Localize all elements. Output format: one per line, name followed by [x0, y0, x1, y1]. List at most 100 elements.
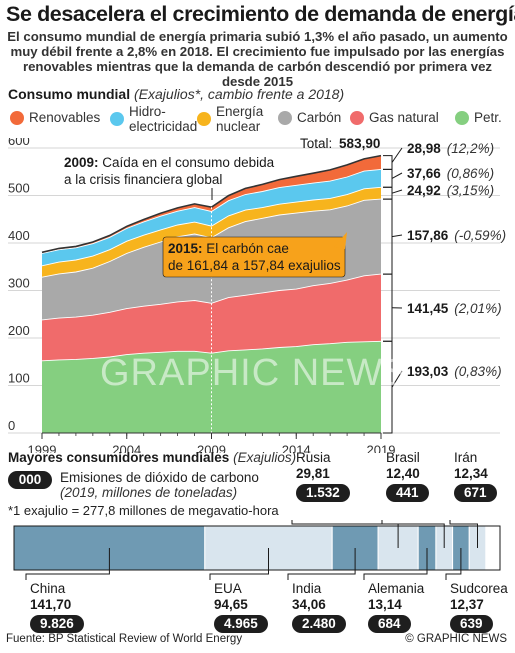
country-value: 141,70 [30, 597, 72, 612]
end-label-change: (0,83%) [454, 364, 501, 379]
area-petr- [42, 341, 381, 433]
exajoule-footnote: *1 exajulio = 277,8 millones de megavati… [8, 503, 279, 518]
bar-leader [449, 520, 478, 548]
area-gas-natural [42, 274, 381, 361]
end-label-change: (-0,59%) [454, 228, 506, 243]
page-title: Se desacelera el crecimiento de demanda … [6, 2, 515, 26]
annotation-2015-box [162, 236, 346, 278]
annotation-2009-text: Caída en el consumo debida [102, 155, 274, 170]
chart-axes: 0 100 200 300 400 500 600 1999 2004 2009 2014 2019 [8, 138, 395, 453]
y-tick-label: 600 [8, 138, 30, 148]
end-leader [391, 147, 403, 163]
consumers-heading: Mayores consumidores mundiales (Exajulio… [8, 450, 296, 465]
emissions-key-pill: 000 [8, 471, 52, 489]
consumption-title: Consumo mundial [8, 86, 131, 102]
area-hidro-electricidad [42, 169, 381, 266]
legend-item-gas: Gas natural [350, 110, 439, 125]
x-tick-label: 1999 [28, 443, 57, 453]
legend-label: Gas natural [369, 110, 439, 125]
consumers-units: (Exajulios) [233, 450, 297, 465]
legend-label: Renovables [29, 110, 101, 125]
country-emissions: 2.480 [292, 615, 346, 633]
country-brasil: Brasil 12,40 441 [386, 450, 429, 502]
consumption-units: (Exajulios*, cambio frente a 2018) [134, 86, 345, 102]
annotation-2009: 2009: Caída en el consumo debida [64, 155, 275, 170]
consumers-bar [13, 520, 501, 580]
legend-swatch [197, 112, 211, 126]
country-name: Alemania [368, 581, 425, 596]
chart-legend: Renovables Hidro-electricidad Energía nu… [10, 104, 510, 138]
end-bracket [383, 155, 393, 170]
country-name: Brasil [386, 450, 420, 465]
y-tick-label: 300 [8, 276, 30, 291]
country-india: India 34,06 2.480 [292, 581, 346, 633]
legend-swatch [455, 110, 469, 125]
country-value: 34,06 [292, 597, 326, 612]
end-label: 141,45 (2,01%) [407, 301, 502, 316]
end-leader [391, 189, 403, 194]
annotation-2015: 2015: El carbón cae [168, 241, 289, 256]
bar-leader [287, 548, 356, 580]
country-value: 29,81 [296, 466, 330, 481]
legend-label: Petr. [474, 110, 502, 125]
emissions-key-note: (2019, millones de toneladas) [60, 485, 238, 500]
total-value: 583,90 [339, 138, 380, 151]
page-subtitle: El consumo mundial de energía primaria s… [7, 29, 508, 89]
consumers-title: Mayores consumidores mundiales [8, 450, 230, 465]
total-label-text: Total: [300, 138, 332, 151]
end-leader [391, 370, 403, 388]
source-note: Fuente: BP Statistical Review of World E… [6, 633, 243, 645]
end-label: 24,92 (3,15%) [407, 183, 494, 198]
chart-end-labels: 28,98 (12,2%) 37,66 (0,86%) 24,92 (3,15%) 157,… [383, 141, 506, 434]
consumers-leaders [25, 520, 478, 580]
total-line [41, 154, 382, 254]
country-name: Irán [454, 450, 478, 465]
legend-label: Hidro-electricidad [129, 104, 198, 134]
legend-swatch [350, 110, 364, 125]
x-tick-label: 2019 [367, 443, 396, 453]
country-value: 12,37 [450, 597, 484, 612]
annotation-2015-text: El carbón cae [206, 241, 289, 256]
country-sudcorea: Sudcorea 12,37 639 [450, 581, 508, 633]
series-boundary [41, 186, 382, 267]
end-label-value: 24,92 [407, 183, 441, 198]
country-alemania: Alemania 13,14 684 [368, 581, 424, 633]
country-emissions: 684 [368, 615, 411, 633]
country-emissions: 441 [386, 484, 429, 502]
end-label-value: 157,86 [407, 228, 449, 243]
end-leader [391, 172, 403, 179]
end-bracket [383, 186, 393, 200]
emissions-key-text-block: Emisiones de dióxido de carbono (2019, m… [60, 470, 259, 500]
bar-leader [363, 548, 428, 580]
country-name: Sudcorea [450, 581, 508, 596]
y-tick-label: 400 [8, 228, 30, 243]
country-emissions: 671 [454, 484, 497, 502]
country-emissions: 1.532 [296, 484, 350, 502]
y-tick-label: 0 [8, 418, 15, 433]
legend-item-hidro: Hidro-electricidad [110, 104, 207, 134]
legend-item-carbon: Carbón [278, 110, 341, 125]
legend-swatch [10, 110, 24, 125]
end-label-change: (12,2%) [447, 141, 494, 156]
end-label-value: 28,98 [407, 141, 441, 156]
chart-annotations: 2009: Caída en el consumo debida a la cr… [64, 138, 380, 278]
end-label: 37,66 (0,86%) [407, 166, 494, 181]
country-rusia: Rusia 29,81 1.532 [296, 450, 350, 502]
emissions-key-text: Emisiones de dióxido de carbono [60, 470, 259, 485]
end-label-change: (3,15%) [447, 183, 494, 198]
end-label-value: 193,03 [407, 364, 449, 379]
end-label: 157,86 (-0,59%) [407, 228, 506, 243]
end-bracket [383, 198, 393, 275]
emissions-key: 000 Emisiones de dióxido de carbono (201… [8, 470, 259, 500]
legend-label: Carbón [297, 110, 342, 125]
country-emissions: 639 [450, 615, 493, 633]
bar-leader [381, 520, 445, 548]
country-name: EUA [214, 581, 242, 596]
end-label: 28,98 (12,2%) [407, 141, 494, 156]
y-tick-label: 200 [8, 323, 30, 338]
annotation-2015-year: 2015: [168, 241, 203, 256]
legend-label: Energía nuclear [216, 104, 264, 134]
y-tick-label: 100 [8, 371, 30, 386]
x-tick-label: 2014 [282, 443, 311, 453]
